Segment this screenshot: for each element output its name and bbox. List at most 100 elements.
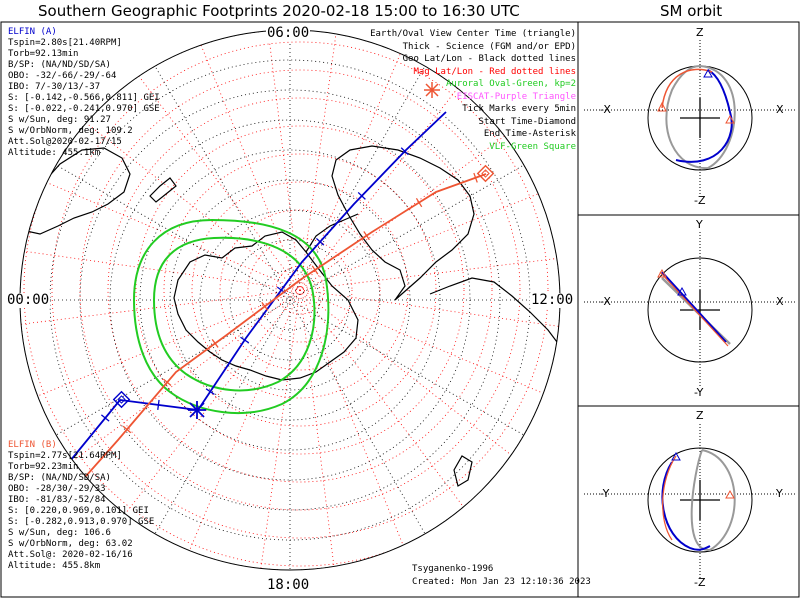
legend-item: Tick Marks every 5min: [462, 104, 576, 114]
map-disk: [20, 30, 560, 570]
elfin-b-marker-4: [725, 489, 735, 499]
mag-lat-circle: [51, 41, 549, 539]
orbit3-top-label: Z: [696, 409, 704, 422]
orbit3-right-label: Y: [776, 487, 783, 500]
elfin-b-info-line: S: [0.220,0.969,0.101] GEI: [8, 506, 149, 516]
elfin-a-info-line: Torb=92.13min: [8, 49, 79, 59]
mag-lat-circle: [219, 209, 381, 371]
elfin-b-info-line: Att.Sol@: 2020-02-16/16: [8, 550, 133, 560]
australia-coastline: [21, 147, 131, 235]
orbit1-right-label: X: [776, 103, 784, 116]
elfin-a-name: ELFIN (A): [8, 27, 57, 37]
earth-circle-3: [647, 447, 753, 553]
elfin-a-tick-marks: [100, 147, 409, 422]
geo-lat-circle: [199, 209, 381, 391]
elfin-a-info-line: IBO: 7/-30/13/-37: [8, 82, 101, 92]
elfin-b-orbit: [661, 68, 713, 109]
orbit3-bottom-label: -Z: [694, 576, 706, 589]
orbit1-bottom-label: -Z: [694, 194, 706, 207]
legend-item: Geo Lat/Lon - Black dotted lines: [402, 54, 576, 64]
antarctic-peninsula: [305, 213, 359, 253]
track-tick: [122, 425, 132, 434]
antarctica-coastline: [173, 231, 359, 381]
track-tick: [261, 301, 269, 311]
elfin-b-info-line: Altitude: 455.8km: [8, 561, 101, 571]
elfin-b-info-block: ELFIN (B) Tspin=2.77s[21.64RPM] Torb=92.2…: [8, 440, 154, 572]
track-tick: [157, 399, 160, 410]
elfin-b-name: ELFIN (B): [8, 440, 57, 450]
elfin-a-orbit: [675, 69, 733, 163]
elfin-a-info-line: Tspin=2.80s[21.40RPM]: [8, 38, 122, 48]
mag-lat-circle: [79, 69, 521, 511]
geo-lat-circle: [259, 269, 321, 331]
geo-lat-circle: [79, 89, 501, 511]
sm-orbit-xy-panel: [584, 232, 796, 386]
orbit2-bottom-label: -Y: [694, 386, 704, 399]
elfin-b-end-asterisk: [424, 82, 440, 98]
south-america-coastline: [331, 145, 475, 301]
elfin-a-orbit-2: [661, 271, 727, 343]
clock-label-top: 06:00: [266, 25, 311, 41]
elfin-a-info-line: S w/OrbNorm, deg: 109.2: [8, 126, 133, 136]
sm-orbit-yz-panel: [584, 424, 796, 578]
orbit2-right-label: X: [776, 295, 784, 308]
model-credit: Tsyganenko-1996: [412, 564, 494, 574]
track-tick: [205, 388, 215, 395]
elfin-b-orbit-2: [659, 271, 729, 347]
elfin-b-info-line: Torb=92.23min: [8, 462, 79, 472]
clock-label-bottom: 18:00: [266, 577, 311, 593]
auroral-oval-outer: [132, 218, 330, 414]
geo-lon-line: [29, 149, 551, 451]
track-tick: [162, 378, 172, 387]
elfin-b-marker-2: [725, 114, 735, 124]
elfin-a-start-diamond: [112, 390, 131, 409]
elfin-b-marker: [657, 101, 667, 112]
elfin-b-marker-3: [657, 268, 667, 278]
track-tick: [363, 231, 370, 241]
legend-item: VLF-Green Square: [489, 141, 576, 152]
elfin-b-tick-marks: [122, 172, 478, 434]
elfin-a-info-line: Altitude: 455.1km: [8, 148, 101, 158]
orbit1-top-label: Z: [696, 26, 704, 39]
mag-lat-circle: [107, 97, 493, 483]
orbit-path-gray-3: [690, 449, 736, 552]
elfin-a-info-line: S w/Sun, deg: 91.27: [8, 115, 111, 125]
elfin-a-info-line: OBO: -32/-66/-29/-64: [8, 71, 117, 81]
auroral-oval-inner: [152, 236, 316, 392]
legend-item: EISCAT-Purple Triangle: [456, 91, 576, 102]
legend-item: Thick - Science (FGM and/or EPD): [402, 41, 576, 52]
track-tick: [311, 265, 319, 275]
track-tick: [315, 237, 325, 246]
elfin-b-info-line: OBO: -28/30/-29/33: [8, 484, 106, 494]
earth-circle-2: [647, 257, 753, 363]
orbit-panels-frame: [577, 21, 800, 598]
elfin-a-info-line: B/SP: (NA/ND/SD/SA): [8, 60, 111, 70]
orbit1-left-label: -X: [600, 103, 611, 116]
legend-item: Mag Lat/Lon - Red dotted lines: [413, 66, 576, 77]
track-tick: [240, 336, 250, 344]
elfin-a-marker-3: [671, 451, 681, 461]
new-zealand-coastline: [149, 177, 177, 203]
track-tick: [415, 197, 423, 208]
elfin-a-marker: [703, 68, 713, 78]
clock-label-left: 00:00: [6, 292, 51, 308]
elfin-b-orbit-3: [662, 455, 677, 541]
mag-lon-line: [20, 248, 560, 332]
elfin-b-info-line: B/SP: (NA/ND/SD/SA): [8, 473, 111, 483]
geo-lat-circle: [139, 149, 441, 451]
created-timestamp: Created: Mon Jan 23 12:10:36 2023: [412, 577, 591, 587]
africa-coastline: [429, 277, 560, 363]
elfin-b-info-line: IBO: -81/83/-52/84: [8, 495, 106, 505]
legend-item: Earth/Oval View Center Time (triangle): [370, 29, 576, 39]
orbit-title: SM orbit: [660, 2, 723, 20]
orbit2-left-label: -X: [600, 295, 611, 308]
mag-lat-circle: [163, 153, 437, 427]
elfin-a-info-line: S: [-0.142,-0.566,0.811] GEI: [8, 93, 160, 103]
legend-item: End Time-Asterisk: [483, 129, 576, 139]
elfin-b-info-line: Tspin=2.77s[21.64RPM]: [8, 451, 122, 461]
elfin-a-info-line: Att.Sol@2020-02-17/15: [8, 137, 122, 147]
track-tick: [100, 414, 110, 422]
legend: Earth/Oval View Center Time (triangle) Th…: [370, 28, 576, 153]
orbit3-left-label: -Y: [600, 487, 610, 500]
